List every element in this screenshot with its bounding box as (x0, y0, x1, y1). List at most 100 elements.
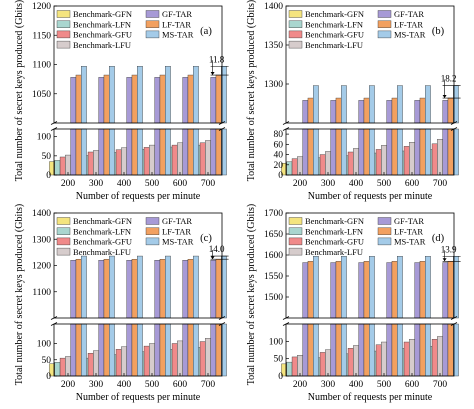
legend-swatch (377, 237, 392, 246)
bar-upper (313, 256, 319, 319)
y-tick-label: 0 (46, 372, 51, 382)
bar-lower (210, 128, 217, 176)
axis-break-mark (50, 127, 58, 131)
bar (143, 345, 150, 377)
x-axis-label: Number of requests per minute (308, 191, 433, 202)
bar-upper (302, 100, 309, 124)
legend-swatch (288, 217, 303, 225)
bar-upper (442, 262, 449, 319)
bar-upper (75, 74, 82, 124)
bar-lower (335, 128, 342, 176)
bar (121, 346, 127, 377)
legend-swatch (145, 227, 160, 235)
bar (403, 341, 410, 377)
bar-upper (397, 85, 403, 124)
bar-upper (193, 66, 199, 124)
bar-lower (414, 323, 421, 377)
y-tick-label: 1700 (264, 209, 283, 219)
bar (409, 142, 415, 176)
legend-swatch (288, 20, 303, 28)
bar (143, 147, 150, 176)
bar (149, 144, 155, 176)
bar-upper (391, 97, 398, 124)
x-tick-label: 300 (321, 380, 336, 390)
legend-swatch (377, 20, 392, 28)
bar-lower (391, 128, 398, 176)
bar-upper (126, 260, 133, 319)
chart-panel-d: 1500 1550 1600 1650 1700 0 50 100 200 300 400 500 60… (246, 204, 461, 403)
x-tick-label: 500 (145, 179, 160, 189)
bar-upper (81, 255, 87, 319)
legend: Benchmark-GFNBenchmark-LFNBenchmark-GFUB… (56, 216, 194, 257)
axis-frame-lower (53, 323, 223, 377)
legend-entry: Benchmark-LFN (73, 19, 131, 29)
bar (319, 154, 326, 176)
y-tick-label: 100 (269, 337, 284, 347)
panel-label: (d) (432, 233, 445, 244)
legend-entry: Benchmark-LFN (305, 19, 363, 29)
bar (149, 343, 155, 377)
bar-upper (447, 261, 454, 319)
legend-entry: Benchmark-LFN (73, 226, 131, 236)
bar-lower (165, 323, 171, 377)
legend-swatch (145, 30, 160, 39)
bar-lower (363, 323, 370, 377)
bar-upper (419, 261, 426, 319)
bar-lower (75, 128, 82, 176)
bar-upper (391, 261, 398, 319)
y-tick-label: 50 (42, 152, 52, 162)
bar-lower (98, 128, 105, 176)
bar-upper (98, 260, 105, 319)
bar (177, 340, 183, 377)
x-tick-label: 400 (117, 179, 132, 189)
bar-lower (81, 323, 87, 377)
bar-lower (126, 323, 133, 377)
axis-break-gap (285, 318, 455, 324)
bar (121, 147, 127, 176)
legend-entry: Benchmark-GFN (305, 216, 364, 226)
legend-entry: Benchmark-LFU (73, 40, 131, 50)
bar-lower (302, 323, 309, 377)
axis-break-gap (53, 123, 223, 129)
y-tick-label: 1200 (32, 2, 51, 12)
bar-upper (369, 256, 375, 319)
bar (437, 336, 443, 377)
legend-entry: Benchmark-GFN (73, 216, 132, 226)
bar-lower (369, 128, 375, 176)
bar-upper (335, 261, 342, 319)
bar-lower (419, 323, 426, 377)
bar-lower (330, 128, 337, 176)
bar-lower (137, 323, 143, 377)
bar-lower (131, 323, 138, 377)
legend-entry: Benchmark-LFU (73, 247, 131, 257)
legend-entry: LF-TAR (394, 226, 423, 236)
legend-swatch (377, 10, 392, 18)
legend-swatch (288, 10, 303, 18)
axis-frame-lower (285, 128, 455, 176)
y-tick-label: 100 (37, 340, 52, 350)
bar-upper (358, 100, 365, 124)
bar-upper (414, 100, 421, 124)
axis-frame-lower (285, 323, 455, 377)
bar-upper (363, 261, 370, 319)
axis-break-mark (450, 316, 458, 320)
bar-lower (109, 128, 115, 176)
axis-break-mark (218, 127, 226, 131)
bar-lower (103, 128, 110, 176)
legend-swatch (56, 40, 71, 49)
bar-upper (182, 77, 189, 124)
legend-swatch (56, 20, 71, 28)
bar-lower (363, 128, 370, 176)
annotation-arrowhead (442, 95, 447, 99)
legend-swatch (56, 10, 71, 18)
y-tick-label: 100 (37, 133, 52, 143)
bar-lower (358, 128, 365, 176)
legend-entry: Benchmark-GFU (305, 30, 364, 40)
x-tick-label: 600 (173, 380, 188, 390)
y-tick-label: 80 (274, 130, 284, 140)
bar-upper (330, 100, 337, 124)
legend: Benchmark-GFNBenchmark-LFNBenchmark-GFUB… (288, 216, 426, 257)
annotation-label: 11.8 (209, 54, 225, 64)
bar-upper (210, 260, 217, 319)
